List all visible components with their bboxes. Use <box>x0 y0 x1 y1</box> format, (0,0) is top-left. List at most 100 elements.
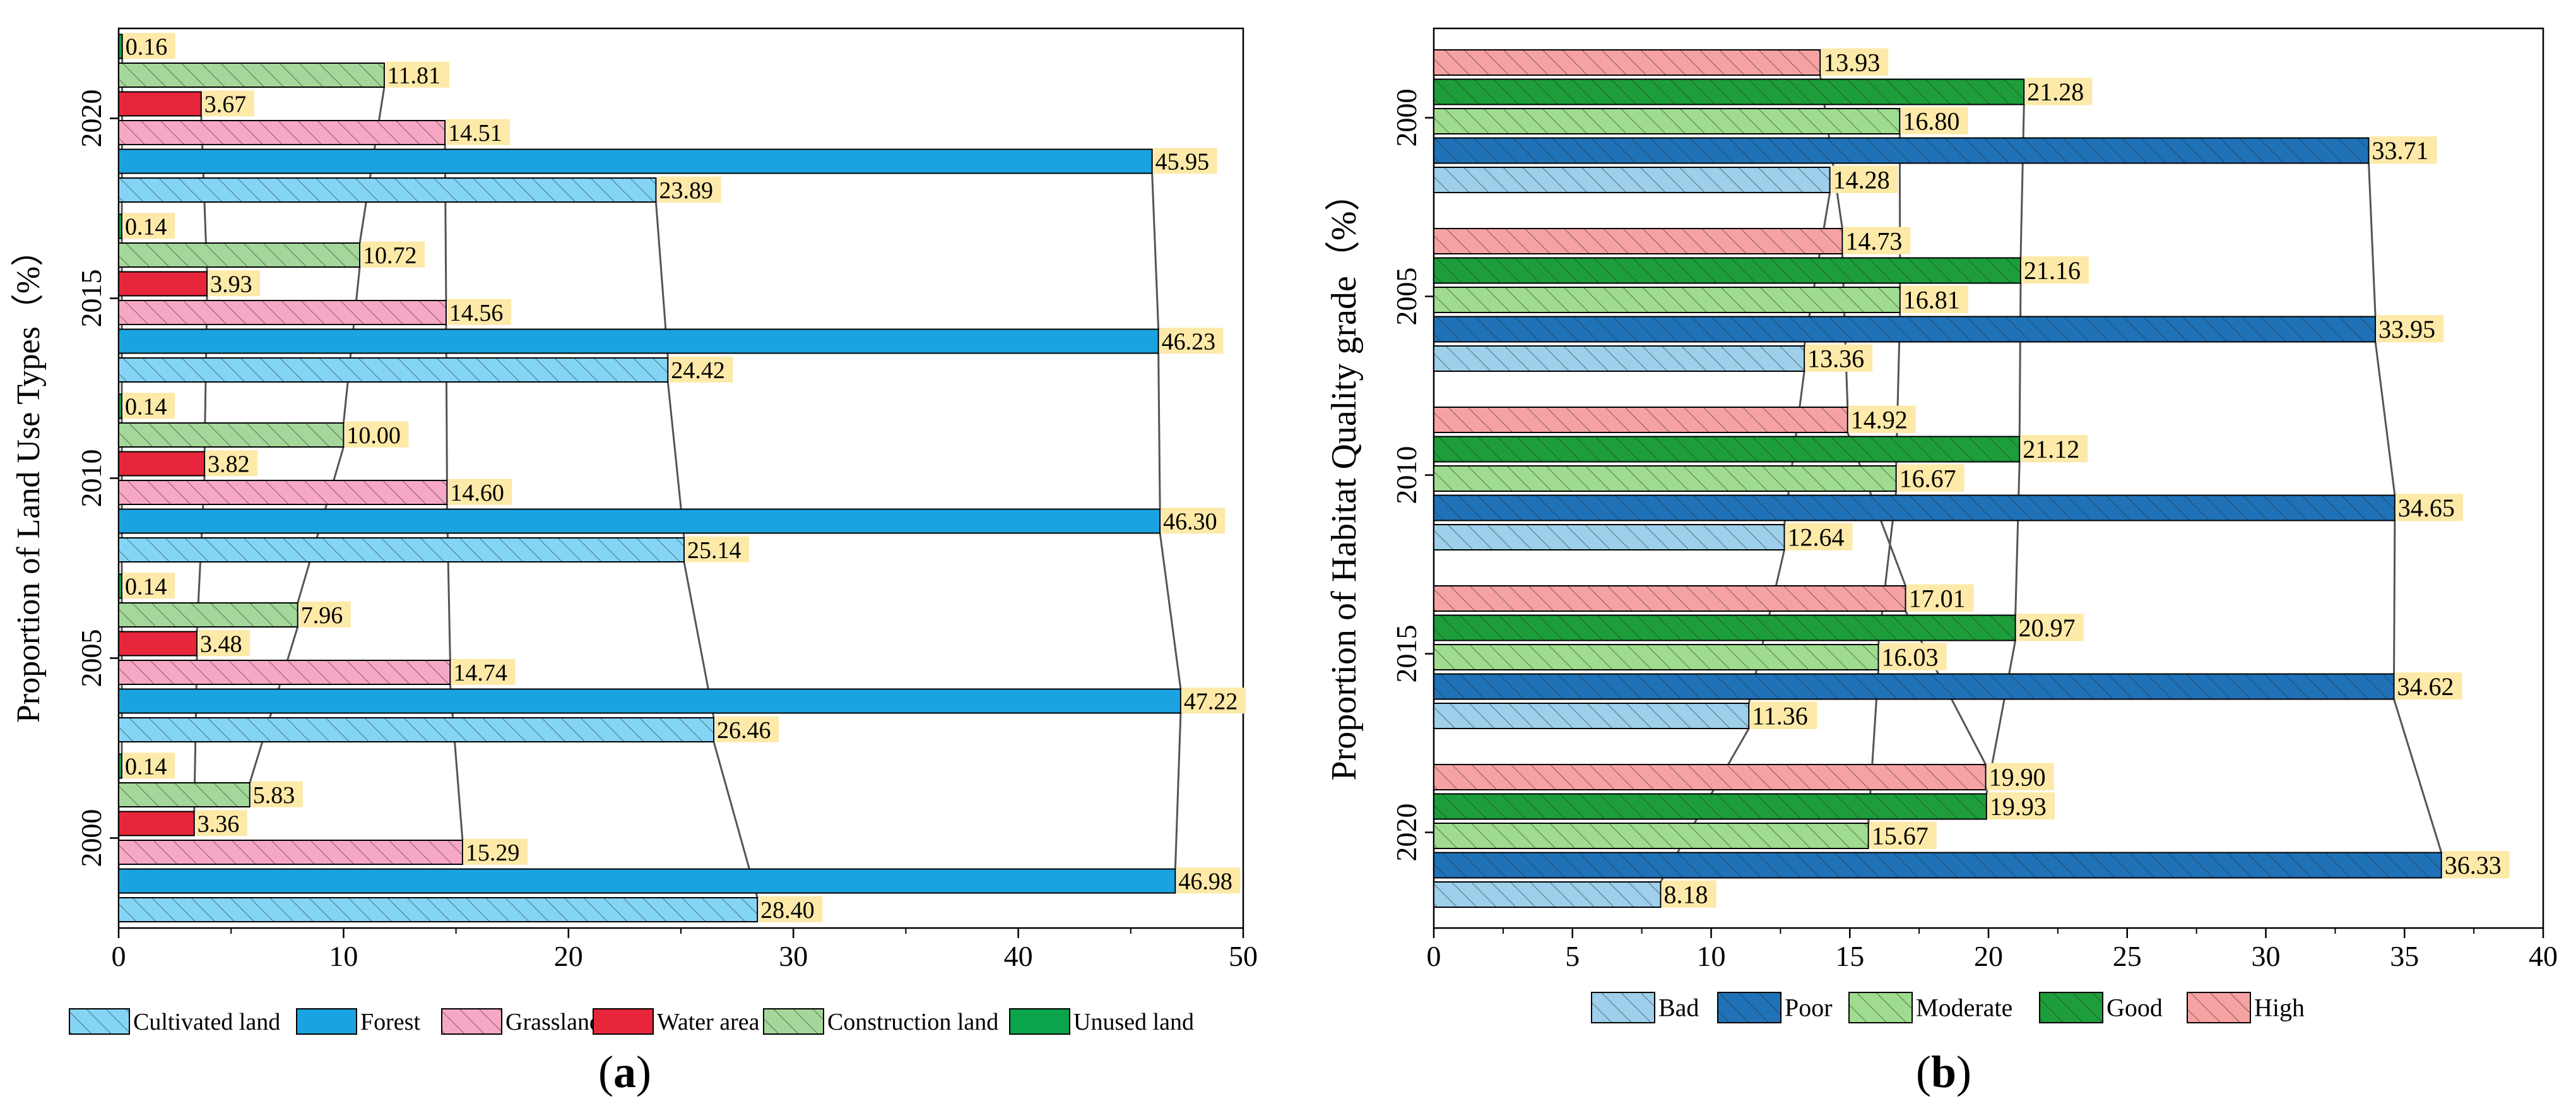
bar-cultivated-land-2015 <box>119 358 668 382</box>
data-label-cultivated-land-2005: 26.46 <box>717 717 771 744</box>
y-tick-label-2010: 2010 <box>75 449 107 508</box>
legend-swatch-poor <box>1718 992 1781 1023</box>
data-label-high-2015: 17.01 <box>1909 585 1966 613</box>
x-tick-label-5: 5 <box>1565 940 1580 972</box>
data-label-high-2005: 14.73 <box>1845 227 1902 256</box>
bar-unused-land-2015 <box>119 215 122 239</box>
bar-high-2020 <box>1434 765 1986 790</box>
legend-swatch-water-area <box>593 1009 653 1034</box>
bar-good-2000 <box>1434 80 2024 105</box>
bar-unused-land-2005 <box>119 574 122 598</box>
bar-construction-land-2015 <box>119 243 360 267</box>
legend-label-construction-land: Construction land <box>827 1009 998 1035</box>
legend-swatch-good <box>2040 992 2103 1023</box>
data-label-good-2015: 20.97 <box>2019 614 2076 642</box>
data-label-water-area-2005: 3.48 <box>200 631 242 657</box>
data-label-cultivated-land-2020: 23.89 <box>659 177 713 204</box>
data-label-water-area-2015: 3.93 <box>210 271 252 297</box>
bar-bad-2010 <box>1434 525 1785 550</box>
bar-moderate-2005 <box>1434 287 1900 312</box>
connector-line-poor <box>2394 699 2442 853</box>
legend-label-high: High <box>2254 994 2305 1022</box>
y-tick-label-2000: 2000 <box>75 809 107 867</box>
y-tick-label-2020: 2020 <box>75 90 107 148</box>
bar-poor-2005 <box>1434 317 2375 342</box>
bar-poor-2010 <box>1434 496 2395 521</box>
connector-line-forest <box>1175 713 1181 869</box>
bar-poor-2020 <box>1434 853 2442 878</box>
legend-swatch-unused-land <box>1010 1009 1070 1034</box>
legend-swatch-high <box>2187 992 2250 1023</box>
legend-swatch-bad <box>1592 992 1655 1023</box>
bar-grassland-2005 <box>119 660 450 684</box>
bar-cultivated-land-2005 <box>119 718 714 742</box>
y-tick-label-2005: 2005 <box>1390 268 1422 326</box>
bar-high-2000 <box>1434 50 1820 75</box>
legend-label-forest: Forest <box>360 1009 420 1035</box>
data-label-forest-2020: 45.95 <box>1155 148 1210 175</box>
bar-cultivated-land-2010 <box>119 538 684 562</box>
bar-high-2010 <box>1434 407 1848 432</box>
y-axis-title: Proportion of Land Use Types（%） <box>11 234 47 723</box>
data-label-forest-2015: 46.23 <box>1162 328 1216 355</box>
bar-good-2015 <box>1434 616 2016 641</box>
connector-line-forest <box>1160 533 1181 689</box>
data-label-bad-2020: 8.18 <box>1664 881 1708 909</box>
data-label-unused-land-2020: 0.16 <box>126 33 168 60</box>
y-axis-title: Proportion of Habitat Quality grade（%） <box>1325 176 1364 780</box>
bar-moderate-2015 <box>1434 645 1879 670</box>
x-tick-label-40: 40 <box>1004 940 1033 972</box>
bar-good-2010 <box>1434 437 2019 462</box>
y-tick-label-2005: 2005 <box>75 629 107 687</box>
y-tick-label-2000: 2000 <box>1390 89 1422 147</box>
legend-label-bad: Bad <box>1658 994 1699 1022</box>
x-tick-label-10: 10 <box>329 940 358 972</box>
data-label-unused-land-2015: 0.14 <box>125 213 167 240</box>
data-label-water-area-2000: 3.36 <box>198 811 240 837</box>
x-tick-label-40: 40 <box>2529 940 2558 972</box>
bar-water-area-2020 <box>119 92 201 116</box>
data-label-water-area-2020: 3.67 <box>204 91 247 117</box>
data-label-cultivated-land-2010: 25.14 <box>687 537 741 564</box>
data-label-bad-2015: 11.36 <box>1752 702 1808 730</box>
legend-swatch-construction-land <box>764 1009 824 1034</box>
data-label-poor-2000: 33.71 <box>2372 136 2429 165</box>
data-label-forest-2000: 46.98 <box>1178 868 1232 895</box>
data-label-unused-land-2000: 0.14 <box>125 753 167 780</box>
data-label-high-2010: 14.92 <box>1851 406 1908 434</box>
data-label-good-2000: 21.28 <box>2027 78 2084 106</box>
data-label-good-2020: 19.93 <box>1990 792 2047 821</box>
legend-label-cultivated-land: Cultivated land <box>133 1009 280 1035</box>
legend-swatch-grassland <box>442 1009 502 1034</box>
bar-cultivated-land-2000 <box>119 898 757 922</box>
data-label-good-2010: 21.12 <box>2023 435 2079 463</box>
x-tick-label-30: 30 <box>779 940 808 972</box>
connector-line-forest <box>1159 354 1160 509</box>
legend-label-poor: Poor <box>1785 994 1833 1022</box>
bar-construction-land-2005 <box>119 603 298 627</box>
x-tick-label-15: 15 <box>1835 940 1864 972</box>
x-tick-label-10: 10 <box>1697 940 1726 972</box>
bar-water-area-2000 <box>119 812 194 836</box>
bar-good-2020 <box>1434 794 1987 819</box>
legend-swatch-moderate <box>1849 992 1912 1023</box>
connector-line-poor <box>2375 342 2395 496</box>
connector-line-good <box>2021 105 2024 258</box>
bar-unused-land-2000 <box>119 754 122 778</box>
bar-poor-2000 <box>1434 138 2369 164</box>
data-label-construction-land-2010: 10.00 <box>346 422 401 449</box>
x-tick-label-20: 20 <box>554 940 583 972</box>
data-label-construction-land-2015: 10.72 <box>363 242 417 269</box>
legend-label-grassland: Grassland <box>505 1009 601 1035</box>
data-label-grassland-2015: 14.56 <box>449 300 504 326</box>
data-label-moderate-2020: 15.67 <box>1872 822 1929 850</box>
data-label-moderate-2015: 16.03 <box>1882 643 1939 672</box>
data-label-forest-2010: 46.30 <box>1163 508 1217 535</box>
x-tick-label-30: 30 <box>2252 940 2281 972</box>
bar-moderate-2010 <box>1434 466 1896 491</box>
bar-cultivated-land-2020 <box>119 178 656 202</box>
bar-high-2005 <box>1434 229 1842 254</box>
x-tick-label-25: 25 <box>2113 940 2142 972</box>
data-label-unused-land-2005: 0.14 <box>125 573 167 600</box>
